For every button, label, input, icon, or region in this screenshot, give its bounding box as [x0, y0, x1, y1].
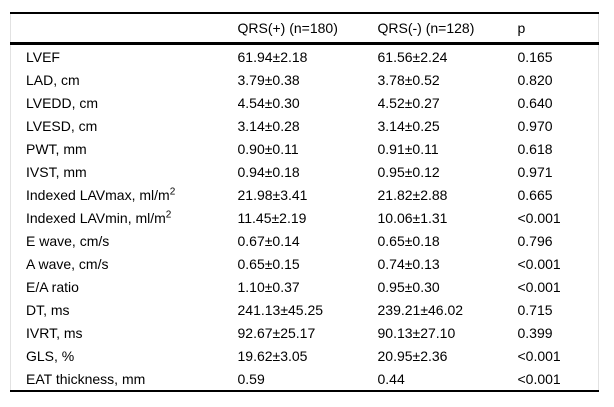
cell-p-value: 0.165 — [517, 48, 553, 65]
cell-p-value: 0.618 — [517, 140, 553, 157]
table-row: Indexed LAVmin, ml/m2 11.45±2.19 10.06±1.3… — [11, 206, 599, 229]
cell-qrs-positive: 3.79±0.38 — [237, 71, 300, 88]
cell-qrs-positive: 11.45±2.19 — [237, 209, 307, 226]
cell-p-value: <0.001 — [517, 255, 561, 272]
cell-p-value: 0.796 — [517, 232, 553, 249]
cell-p-value: 0.715 — [517, 301, 553, 318]
cell-qrs-positive: 0.90±0.11 — [237, 140, 299, 157]
table-body: LVEF 61.94±2.18 61.56±2.24 0.165 LAD, cm 3.79… — [11, 44, 599, 392]
cell-qrs-negative: 239.21±46.02 — [377, 301, 464, 318]
cell-qrs-negative: 0.91±0.11 — [377, 140, 439, 157]
cell-qrs-positive: 0.65±0.15 — [237, 255, 300, 272]
cell-qrs-positive: 92.67±25.17 — [237, 324, 316, 341]
cell-p-value: <0.001 — [517, 209, 561, 226]
column-header-parameter — [10, 13, 238, 45]
table-row: E/A ratio 1.10±0.37 0.95±0.30 <0.001 — [11, 275, 599, 298]
table-row: LVEF 61.94±2.18 61.56±2.24 0.165 — [11, 44, 599, 69]
table-row: EAT thickness, mm 0.59 0.44 <0.001 — [11, 367, 599, 391]
table-row: IVRT, ms 92.67±25.17 90.13±27.10 0.399 — [11, 321, 599, 344]
cell-p-value: <0.001 — [517, 370, 561, 387]
cell-qrs-positive: 0.59 — [237, 370, 265, 387]
table-row: LVEDD, cm 4.54±0.30 4.52±0.27 0.640 — [11, 91, 599, 114]
table-row: DT, ms 241.13±45.25 239.21±46.02 0.715 — [11, 298, 599, 321]
table-row: A wave, cm/s 0.65±0.15 0.74±0.13 <0.001 — [11, 252, 599, 275]
header-row: QRS(+) (n=180) QRS(-) (n=128) p — [10, 13, 599, 45]
row-label: E wave, cm/s — [26, 232, 110, 249]
row-label: IVRT, ms — [26, 324, 83, 341]
cell-qrs-negative: 21.82±2.88 — [377, 186, 448, 203]
table-row: LAD, cm 3.79±0.38 3.78±0.52 0.820 — [11, 68, 599, 91]
cell-qrs-negative: 0.44 — [377, 370, 405, 387]
cell-qrs-negative: 3.14±0.25 — [377, 117, 440, 134]
table-row: PWT, mm 0.90±0.11 0.91±0.11 0.618 — [11, 137, 599, 160]
row-label: GLS, % — [26, 347, 75, 364]
cell-qrs-positive: 241.13±45.25 — [237, 301, 324, 318]
table-row: LVESD, cm 3.14±0.28 3.14±0.25 0.970 — [11, 114, 599, 137]
row-label: A wave, cm/s — [26, 255, 109, 272]
row-label: Indexed LAVmax, ml/m2 — [26, 185, 176, 203]
row-label: LVEF — [26, 48, 60, 65]
table-row: E wave, cm/s 0.67±0.14 0.65±0.18 0.796 — [11, 229, 599, 252]
row-label: LVESD, cm — [26, 117, 98, 134]
cell-qrs-negative: 20.95±2.36 — [377, 347, 448, 364]
row-label: PWT, mm — [26, 140, 87, 157]
cell-qrs-positive: 19.62±3.05 — [237, 347, 308, 364]
cell-p-value: 0.665 — [517, 186, 553, 203]
cell-qrs-negative: 61.56±2.24 — [377, 48, 448, 65]
cell-p-value: <0.001 — [517, 278, 561, 295]
cell-qrs-negative: 4.52±0.27 — [377, 94, 440, 111]
row-label: E/A ratio — [26, 278, 79, 295]
row-label: LVEDD, cm — [26, 94, 99, 111]
column-header-p-value: p — [517, 13, 599, 45]
cell-p-value: 0.820 — [517, 71, 553, 88]
table-header: QRS(+) (n=180) QRS(-) (n=128) p — [10, 13, 599, 45]
cell-qrs-negative: 0.74±0.13 — [377, 255, 440, 272]
cell-p-value: 0.970 — [517, 117, 553, 134]
row-label: EAT thickness, mm — [26, 370, 146, 387]
cell-qrs-positive: 0.67±0.14 — [237, 232, 300, 249]
label-superscript: 2 — [165, 208, 172, 220]
label-superscript: 2 — [169, 185, 176, 197]
column-header-qrs-negative: QRS(-) (n=128) — [377, 13, 518, 45]
cell-qrs-negative: 0.95±0.12 — [377, 163, 440, 180]
cell-qrs-negative: 0.95±0.30 — [377, 278, 440, 295]
row-label: DT, ms — [26, 301, 70, 318]
cell-qrs-negative: 90.13±27.10 — [377, 324, 456, 341]
cell-qrs-positive: 1.10±0.37 — [237, 278, 300, 295]
cell-qrs-negative: 10.06±1.31 — [377, 209, 448, 226]
cell-qrs-positive: 3.14±0.28 — [237, 117, 300, 134]
cell-qrs-positive: 61.94±2.18 — [237, 48, 308, 65]
row-label: Indexed LAVmin, ml/m2 — [26, 208, 172, 226]
table-row: Indexed LAVmax, ml/m2 21.98±3.41 21.82±2.8… — [11, 183, 599, 206]
cell-qrs-negative: 3.78±0.52 — [377, 71, 440, 88]
cell-qrs-negative: 0.65±0.18 — [377, 232, 440, 249]
cell-qrs-positive: 21.98±3.41 — [237, 186, 308, 203]
cell-qrs-positive: 4.54±0.30 — [237, 94, 300, 111]
row-label: IVST, mm — [26, 163, 87, 180]
column-header-qrs-positive: QRS(+) (n=180) — [237, 13, 378, 45]
table-row: IVST, mm 0.94±0.18 0.95±0.12 0.971 — [11, 160, 599, 183]
row-label: LAD, cm — [26, 71, 80, 88]
cell-p-value: 0.971 — [517, 163, 553, 180]
cell-p-value: 0.640 — [517, 94, 553, 111]
table-row: GLS, % 19.62±3.05 20.95±2.36 <0.001 — [11, 344, 599, 367]
cell-p-value: <0.001 — [517, 347, 561, 364]
cell-p-value: 0.399 — [517, 324, 553, 341]
comparison-table: QRS(+) (n=180) QRS(-) (n=128) p LVEF 61.9… — [10, 12, 599, 392]
cell-qrs-positive: 0.94±0.18 — [237, 163, 300, 180]
